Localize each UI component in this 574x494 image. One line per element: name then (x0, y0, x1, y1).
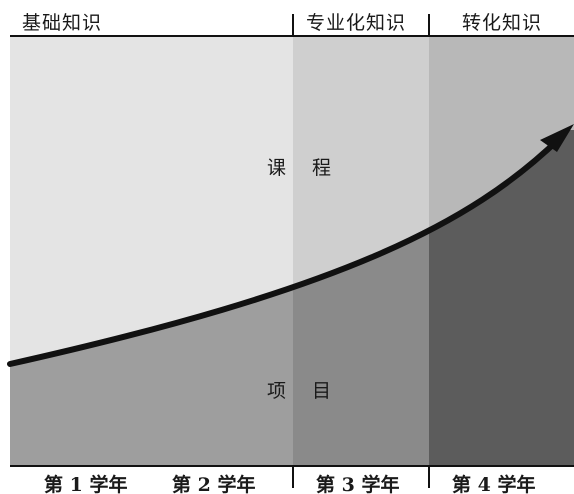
phase-label-specialization: 专业化知识 (306, 12, 407, 34)
year-label-2: 第 2 学年 (172, 474, 256, 494)
divider-bottom-2 (428, 466, 430, 488)
arrow-head (540, 124, 574, 152)
divider-top-1 (292, 14, 294, 36)
year-label-1: 第 1 学年 (44, 474, 128, 494)
region-label-courses: 课 程 (267, 157, 342, 179)
region-label-projects: 项 目 (267, 380, 342, 402)
phase-label-foundation: 基础知识 (22, 12, 103, 34)
divider-bottom-1 (292, 466, 294, 488)
divider-top-2 (428, 14, 430, 36)
year-label-3: 第 3 学年 (316, 474, 400, 494)
phase-label-transformation: 转化知识 (462, 12, 543, 34)
year-label-4: 第 4 学年 (452, 474, 536, 494)
growth-curve (7, 135, 563, 367)
